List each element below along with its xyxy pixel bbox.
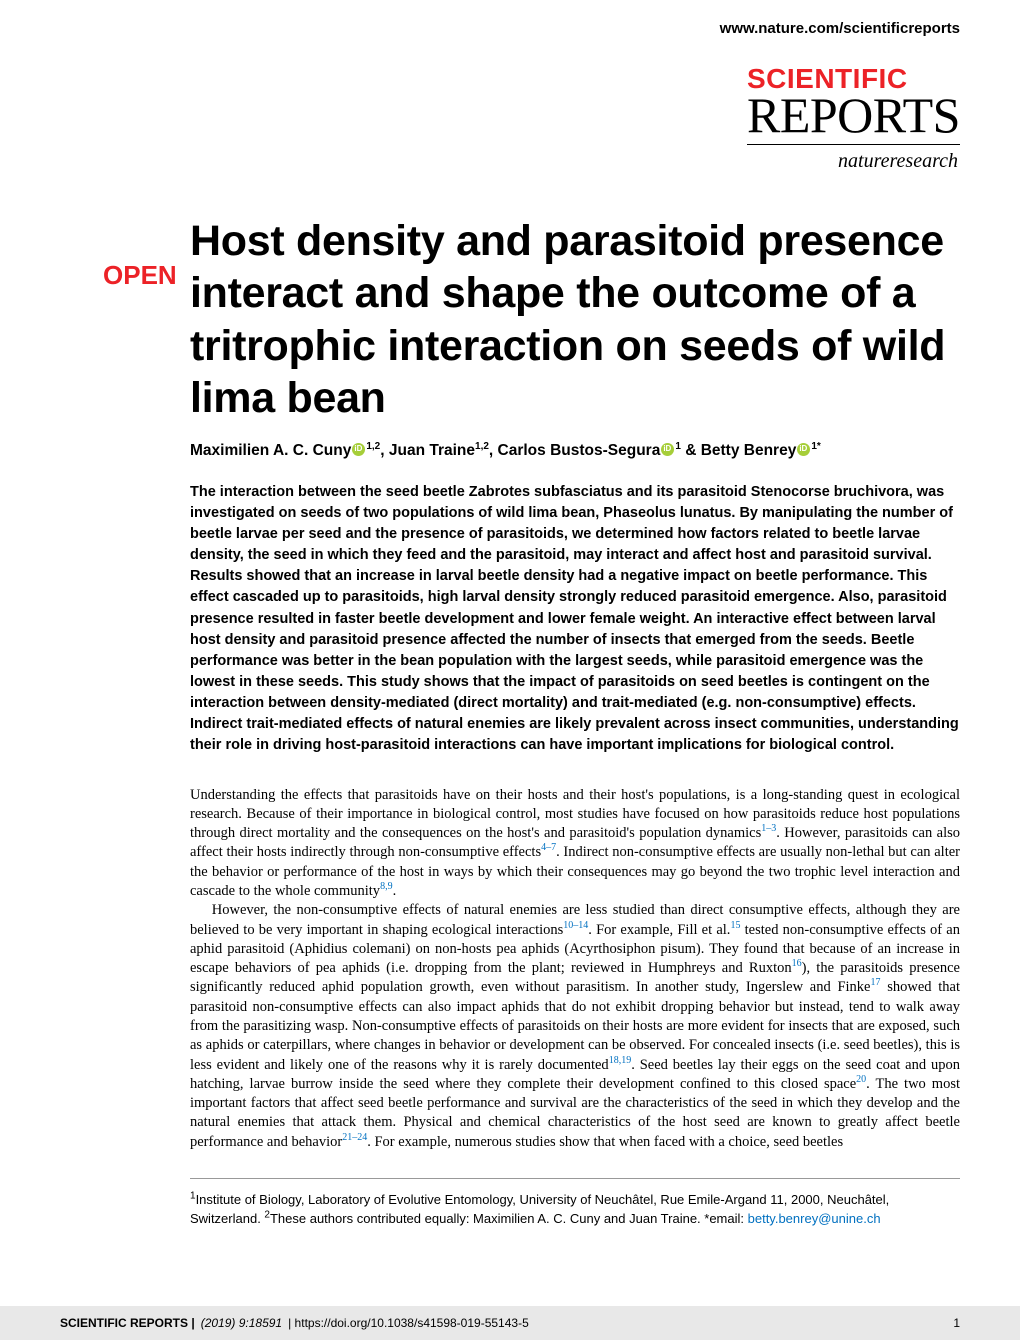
publisher-name: natureresearch [0, 150, 960, 173]
citation-ref[interactable]: 17 [871, 978, 881, 989]
author-name: Maximilien A. C. Cuny [190, 442, 351, 459]
body-text: Understanding the effects that parasitoi… [190, 786, 960, 1152]
author-list: Maximilien A. C. Cuny 1,2, Juan Traine1,2… [190, 442, 960, 460]
citation-ref[interactable]: 8,9 [380, 881, 393, 892]
author-name: , Carlos Bustos-Segura [489, 442, 660, 459]
author-name: & Betty Benrey [681, 442, 796, 459]
citation-ref[interactable]: 20 [856, 1074, 866, 1085]
author-affiliation: 1* [811, 441, 820, 452]
paragraph: However, the non-consumptive effects of … [190, 901, 960, 1152]
citation-ref[interactable]: 10–14 [563, 920, 588, 931]
footer-citation: SCIENTIFIC REPORTS | (2019) 9:18591 | ht… [60, 1316, 529, 1330]
journal-name-line2: REPORTS [747, 93, 960, 138]
journal-logo-container: SCIENTIFIC REPORTS natureresearch [0, 48, 1020, 173]
orcid-icon[interactable] [352, 443, 365, 456]
orcid-icon[interactable] [661, 443, 674, 456]
affiliations-block: 1Institute of Biology, Laboratory of Evo… [190, 1178, 960, 1229]
author-affiliation: 1,2 [366, 441, 380, 452]
citation-ref[interactable]: 18,19 [609, 1055, 632, 1066]
article-content: Host density and parasitoid presence int… [0, 173, 1020, 1229]
citation-ref[interactable]: 4–7 [541, 843, 556, 854]
footer-citation-text: (2019) 9:18591 [201, 1316, 282, 1330]
article-title: Host density and parasitoid presence int… [190, 215, 960, 425]
open-access-badge: OPEN [103, 260, 177, 291]
header-bar: www.nature.com/scientificreports [0, 0, 1020, 48]
affiliation-text: These authors contributed equally: Maxim… [270, 1211, 748, 1226]
author-affiliation: 1,2 [475, 441, 489, 452]
paragraph: Understanding the effects that parasitoi… [190, 786, 960, 902]
citation-ref[interactable]: 16 [792, 958, 802, 969]
citation-ref[interactable]: 21–24 [342, 1132, 367, 1143]
corresponding-email[interactable]: betty.benrey@unine.ch [748, 1211, 881, 1226]
journal-logo: SCIENTIFIC REPORTS [747, 66, 960, 145]
citation-ref[interactable]: 1–3 [761, 823, 776, 834]
abstract-text: The interaction between the seed beetle … [190, 482, 960, 755]
footer-doi: | https://doi.org/10.1038/s41598-019-551… [288, 1316, 529, 1330]
citation-ref[interactable]: 15 [730, 920, 740, 931]
author-name: , Juan Traine [380, 442, 475, 459]
journal-url[interactable]: www.nature.com/scientificreports [720, 20, 960, 37]
orcid-icon[interactable] [797, 443, 810, 456]
page-number: 1 [953, 1316, 960, 1330]
page-footer: SCIENTIFIC REPORTS | (2019) 9:18591 | ht… [0, 1306, 1020, 1340]
footer-journal-name: SCIENTIFIC REPORTS | [60, 1316, 195, 1330]
